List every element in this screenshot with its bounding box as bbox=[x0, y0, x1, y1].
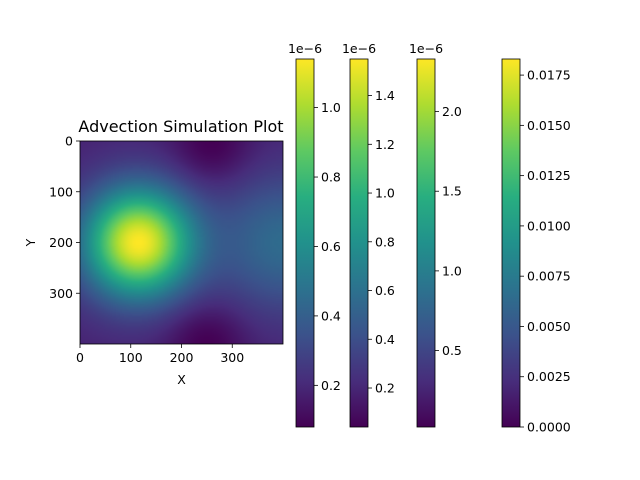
colorbar-offset-label: 1e−6 bbox=[342, 41, 376, 56]
colorbar-4: 0.0000 0.0025 0.0050 0.0075 0.0100 0.0125 0.01… bbox=[501, 58, 571, 435]
colorbar-3: 0.5 1.0 1.5 2.0 1e−6 bbox=[409, 41, 462, 428]
colorbar-1: 0.2 0.4 0.6 0.8 1.0 1e−6 bbox=[288, 41, 341, 428]
colorbar-tick-label: 1.2 bbox=[375, 137, 395, 152]
colorbar-2: 0.2 0.4 0.6 0.8 1.0 1.2 1.4 1e−6 bbox=[342, 41, 395, 428]
colorbar-tick-label: 0.0125 bbox=[527, 168, 571, 183]
colorbar-tick-label: 1.5 bbox=[442, 184, 462, 199]
x-tick-label: 200 bbox=[170, 350, 194, 365]
colorbar-tick-label: 0.0175 bbox=[527, 68, 571, 83]
colorbar-tick-label: 0.4 bbox=[321, 308, 341, 323]
colorbars: 0.2 0.4 0.6 0.8 1.0 1e−6 0.2 0.4 0.6 0.8 1.0 1.2 1.4… bbox=[288, 41, 571, 435]
colorbar-tick-label: 0.0025 bbox=[527, 369, 571, 384]
colorbar-tick-label: 0.8 bbox=[375, 234, 395, 249]
y-tick-label: 0 bbox=[65, 134, 73, 149]
colorbar-tick-label: 0.0150 bbox=[527, 118, 571, 133]
colorbar-tick-label: 1.0 bbox=[442, 263, 462, 278]
heatmap bbox=[79, 140, 284, 345]
colorbar-tick-label: 0.6 bbox=[321, 239, 341, 254]
colorbar-tick-label: 0.8 bbox=[321, 170, 341, 185]
x-tick-label: 0 bbox=[76, 350, 84, 365]
colorbar-tick-label: 0.6 bbox=[375, 283, 395, 298]
colorbar-offset-label: 1e−6 bbox=[288, 41, 322, 56]
colorbar-tick-label: 1.0 bbox=[321, 100, 341, 115]
colorbar-tick-label: 0.0000 bbox=[527, 420, 571, 435]
y-axis: 0 100 200 300 bbox=[49, 134, 80, 301]
x-tick-label: 300 bbox=[220, 350, 244, 365]
chart-title: Advection Simulation Plot bbox=[78, 117, 283, 136]
y-tick-label: 300 bbox=[49, 286, 73, 301]
colorbar-tick-label: 0.0075 bbox=[527, 269, 571, 284]
colorbar-gradient bbox=[502, 59, 520, 427]
x-axis-label: X bbox=[177, 372, 186, 387]
colorbar-tick-label: 0.2 bbox=[321, 378, 341, 393]
colorbar-offset-label: 1e−6 bbox=[409, 41, 443, 56]
colorbar-tick-label: 0.4 bbox=[375, 332, 395, 347]
y-tick-label: 200 bbox=[49, 235, 73, 250]
colorbar-gradient bbox=[350, 59, 368, 427]
colorbar-tick-label: 0.2 bbox=[375, 381, 395, 396]
x-axis: 0 100 200 300 bbox=[76, 344, 244, 365]
colorbar-gradient bbox=[417, 59, 435, 427]
colorbar-tick-label: 0.5 bbox=[442, 343, 462, 358]
colorbar-tick-label: 2.0 bbox=[442, 104, 462, 119]
colorbar-tick-label: 1.4 bbox=[375, 88, 395, 103]
colorbar-tick-label: 1.0 bbox=[375, 186, 395, 201]
colorbar-tick-label: 0.0050 bbox=[527, 319, 571, 334]
heatmap-canvas bbox=[80, 141, 283, 344]
y-tick-label: 100 bbox=[49, 184, 73, 199]
x-tick-label: 100 bbox=[119, 350, 143, 365]
colorbar-gradient bbox=[296, 59, 314, 427]
colorbar-frame bbox=[501, 58, 521, 428]
colorbar-frame bbox=[349, 58, 369, 428]
colorbar-frame bbox=[416, 58, 436, 428]
colorbar-frame bbox=[295, 58, 315, 428]
colorbar-tick-label: 0.0100 bbox=[527, 218, 571, 233]
y-axis-label: Y bbox=[23, 238, 38, 247]
